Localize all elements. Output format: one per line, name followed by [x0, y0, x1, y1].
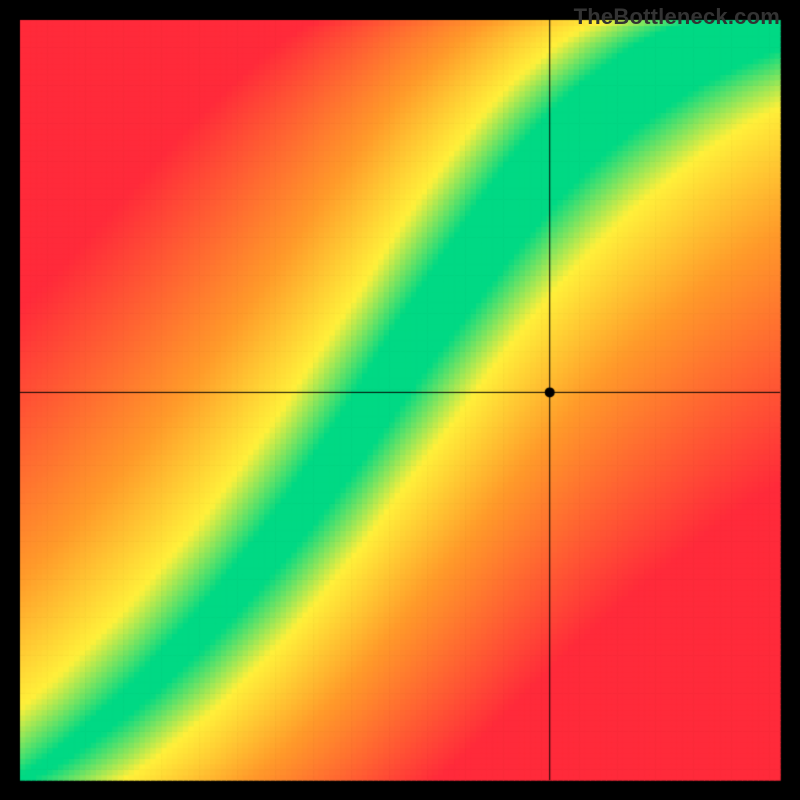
chart-container: TheBottleneck.com [0, 0, 800, 800]
bottleneck-heatmap [0, 0, 800, 800]
watermark-text: TheBottleneck.com [574, 4, 780, 30]
